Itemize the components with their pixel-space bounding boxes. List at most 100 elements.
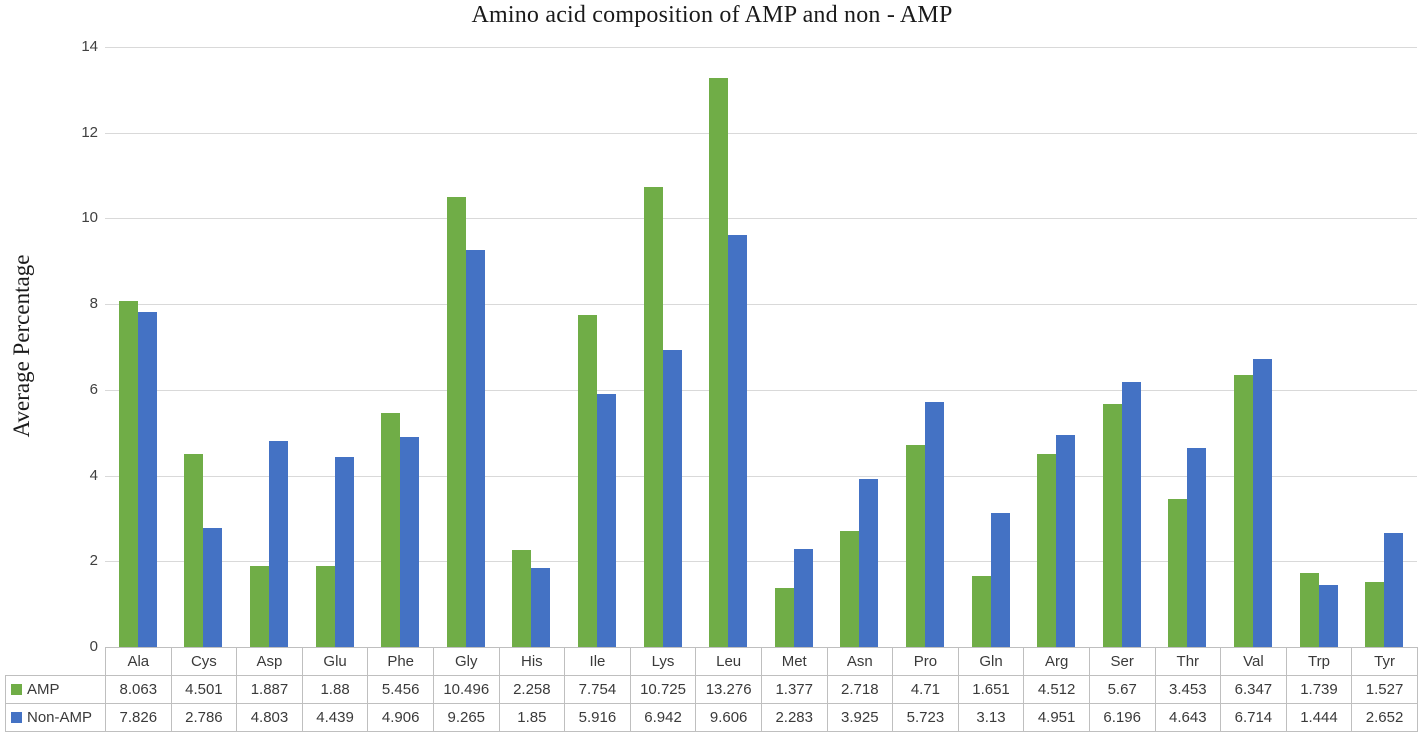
bar-amp-val (1234, 375, 1253, 647)
data-table-corner-cell (5, 647, 106, 676)
bar-non-amp-ala (137, 311, 157, 647)
bar-amp-tyr (1365, 581, 1385, 647)
category-header-glu: Glu (301, 647, 369, 676)
gridline-10 (105, 218, 1417, 220)
value-non-amp-trp: 1.444 (1285, 703, 1353, 732)
data-table-grid: Ala Cys Asp Glu Phe Gly His Ile Lys Leu Met Asn Pro G… (5, 647, 1418, 732)
bar-amp-ile (578, 314, 597, 647)
value-amp-ser: 5.67 (1088, 675, 1156, 704)
bar-non-amp-tyr (1384, 533, 1404, 647)
value-amp-val: 6.347 (1220, 675, 1287, 704)
value-amp-ala: 8.063 (105, 675, 172, 704)
value-non-amp-ile: 5.916 (564, 703, 631, 732)
category-header-trp: Trp (1285, 647, 1353, 676)
value-non-amp-val: 6.714 (1220, 703, 1287, 732)
category-header-pro: Pro (892, 647, 959, 676)
bar-amp-lys (643, 187, 663, 647)
value-amp-lys: 10.725 (629, 675, 697, 704)
bar-non-amp-gly (465, 249, 485, 647)
bar-amp-phe (381, 413, 401, 647)
value-non-amp-asp: 4.803 (236, 703, 303, 732)
category-header-gln: Gln (957, 647, 1025, 676)
category-header-asn: Asn (826, 647, 894, 676)
category-header-val: Val (1220, 647, 1287, 676)
bar-non-amp-val (1253, 359, 1272, 647)
value-amp-tyr: 1.527 (1351, 675, 1418, 704)
bar-amp-thr (1168, 499, 1188, 647)
category-header-his: His (498, 647, 566, 676)
gridline-8 (105, 304, 1417, 306)
value-amp-met: 1.377 (760, 675, 828, 704)
legend-key-swatch-non-amp (11, 712, 22, 723)
gridline-2 (105, 561, 1417, 563)
bar-non-amp-cys (203, 527, 223, 647)
y-tick-label-6: 6 (89, 380, 98, 398)
gridline-14 (105, 47, 1417, 48)
bar-amp-asn (840, 530, 860, 647)
value-non-amp-met: 2.283 (760, 703, 828, 732)
data-table: Ala Cys Asp Glu Phe Gly His Ile Lys Leu Met Asn Pro G… (5, 647, 1418, 732)
bar-amp-his (512, 550, 532, 647)
bar-non-amp-ile (597, 393, 616, 647)
bar-non-amp-met (793, 549, 813, 647)
value-amp-gly: 10.496 (432, 675, 500, 704)
category-header-ile: Ile (564, 647, 631, 676)
bar-amp-ala (118, 301, 138, 647)
value-non-amp-ala: 7.826 (105, 703, 172, 732)
bar-amp-gln (971, 576, 991, 647)
bar-non-amp-ser (1121, 381, 1141, 647)
value-amp-cys: 4.501 (170, 675, 238, 704)
gridline-12 (105, 132, 1417, 134)
bar-amp-gly (446, 197, 466, 647)
value-amp-gln: 1.651 (957, 675, 1025, 704)
value-non-amp-cys: 2.786 (170, 703, 238, 732)
category-header-thr: Thr (1154, 647, 1222, 676)
category-header-leu: Leu (695, 647, 762, 676)
bar-amp-arg (1037, 453, 1057, 647)
value-non-amp-arg: 4.951 (1023, 703, 1090, 732)
bar-amp-ser (1102, 404, 1122, 647)
y-tick-label-10: 10 (81, 209, 98, 227)
value-non-amp-gly: 9.265 (432, 703, 500, 732)
y-tick-label-2: 2 (89, 552, 98, 570)
bar-amp-met (774, 588, 794, 647)
category-header-asp: Asp (236, 647, 303, 676)
value-non-amp-pro: 5.723 (892, 703, 959, 732)
bar-non-amp-asn (859, 478, 879, 647)
value-amp-trp: 1.739 (1285, 675, 1353, 704)
bar-amp-cys (184, 454, 204, 647)
value-amp-glu: 1.88 (301, 675, 369, 704)
bar-amp-glu (315, 566, 335, 647)
bar-non-amp-arg (1056, 434, 1076, 647)
category-header-met: Met (760, 647, 828, 676)
bar-non-amp-gln (990, 512, 1010, 647)
value-amp-ile: 7.754 (564, 675, 631, 704)
bar-non-amp-glu (334, 456, 354, 647)
bar-amp-asp (250, 566, 269, 647)
bar-non-amp-asp (269, 441, 288, 647)
value-amp-his: 2.258 (498, 675, 566, 704)
value-amp-asp: 1.887 (236, 675, 303, 704)
category-header-lys: Lys (629, 647, 697, 676)
legend-amp: AMP (5, 675, 106, 704)
value-amp-leu: 13.276 (695, 675, 762, 704)
value-non-amp-his: 1.85 (498, 703, 566, 732)
category-header-tyr: Tyr (1351, 647, 1418, 676)
value-amp-thr: 3.453 (1154, 675, 1222, 704)
bar-non-amp-his (531, 567, 551, 647)
value-non-amp-thr: 4.643 (1154, 703, 1222, 732)
value-non-amp-ser: 6.196 (1088, 703, 1156, 732)
value-non-amp-gln: 3.13 (957, 703, 1025, 732)
category-header-ser: Ser (1088, 647, 1156, 676)
bar-amp-leu (709, 78, 729, 647)
value-non-amp-asn: 3.925 (826, 703, 894, 732)
y-tick-label-12: 12 (81, 123, 98, 141)
value-non-amp-tyr: 2.652 (1351, 703, 1418, 732)
value-non-amp-phe: 4.906 (367, 703, 434, 732)
y-axis-title: Average Percentage (9, 254, 34, 438)
chart-title: Amino acid composition of AMP and non - … (471, 2, 953, 28)
bar-non-amp-lys (662, 349, 682, 647)
value-non-amp-leu: 9.606 (695, 703, 762, 732)
value-amp-asn: 2.718 (826, 675, 894, 704)
